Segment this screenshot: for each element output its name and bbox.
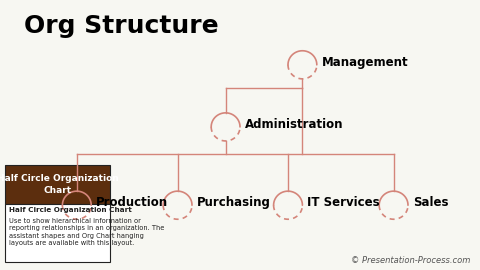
Text: Management: Management — [322, 56, 408, 69]
Text: Sales: Sales — [413, 196, 448, 209]
Text: © Presentation-Process.com: © Presentation-Process.com — [351, 256, 470, 265]
Text: Half Circle Organization Chart: Half Circle Organization Chart — [9, 207, 132, 213]
Text: Half Circle Organization
Chart: Half Circle Organization Chart — [0, 174, 119, 195]
Text: IT Services: IT Services — [307, 196, 380, 209]
Bar — [5, 204, 110, 262]
Text: Org Structure: Org Structure — [24, 14, 218, 38]
Bar — [5, 165, 110, 204]
Text: Production: Production — [96, 196, 168, 209]
Text: Administration: Administration — [245, 118, 343, 131]
Text: Purchasing: Purchasing — [197, 196, 271, 209]
Text: Use to show hierarchical information or
reporting relationships in an organizati: Use to show hierarchical information or … — [9, 218, 164, 246]
